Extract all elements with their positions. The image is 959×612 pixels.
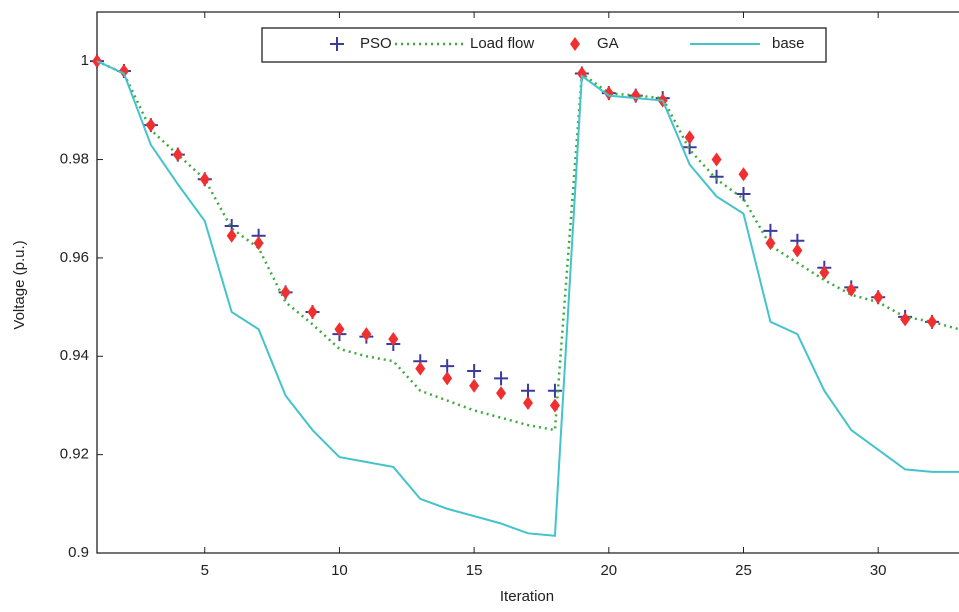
data-point bbox=[469, 378, 480, 393]
data-point bbox=[523, 395, 533, 410]
legend-label: Load flow bbox=[470, 35, 534, 52]
data-point bbox=[415, 361, 426, 376]
data-point bbox=[442, 371, 453, 386]
data-point bbox=[92, 54, 102, 69]
data-point bbox=[521, 383, 535, 398]
data-point bbox=[307, 305, 318, 320]
data-point bbox=[547, 383, 562, 398]
y-axis-label: Voltage (p.u.) bbox=[11, 240, 28, 329]
x-tick-label: 25 bbox=[735, 562, 752, 579]
data-point bbox=[172, 147, 183, 162]
data-point bbox=[711, 152, 722, 167]
data-point bbox=[819, 265, 830, 280]
y-tick-label: 0.98 bbox=[60, 151, 89, 168]
x-axis-label: Iteration bbox=[500, 588, 554, 605]
data-point bbox=[253, 236, 264, 251]
x-tick-label: 30 bbox=[870, 562, 887, 579]
data-point bbox=[846, 282, 857, 297]
x-tick-label: 10 bbox=[331, 562, 348, 579]
x-tick-label: 15 bbox=[466, 562, 483, 579]
data-line bbox=[96, 60, 959, 537]
data-point bbox=[496, 386, 507, 401]
data-point bbox=[736, 186, 751, 201]
data-point bbox=[763, 223, 778, 238]
legend-label: base bbox=[772, 35, 805, 52]
data-point bbox=[199, 172, 210, 187]
y-tick-label: 1 bbox=[81, 52, 89, 69]
axis-frame bbox=[96, 11, 959, 554]
data-point bbox=[280, 285, 291, 300]
data-point bbox=[738, 167, 749, 182]
data-point bbox=[709, 169, 724, 184]
data-point bbox=[494, 371, 509, 386]
data-point bbox=[684, 130, 695, 145]
data-point bbox=[118, 64, 129, 79]
y-tick-label: 0.96 bbox=[60, 249, 89, 266]
legend-label: GA bbox=[597, 35, 619, 52]
data-point bbox=[226, 228, 237, 243]
y-tick-label: 0.92 bbox=[60, 446, 89, 463]
legend-label: PSO bbox=[360, 35, 392, 52]
y-tick-label: 0.94 bbox=[60, 347, 89, 364]
legend-marker bbox=[570, 37, 580, 51]
data-point bbox=[927, 314, 938, 329]
x-tick-label: 5 bbox=[201, 562, 209, 579]
data-point bbox=[873, 290, 884, 305]
data-point bbox=[440, 359, 455, 374]
data-point bbox=[765, 236, 776, 251]
data-point bbox=[792, 243, 803, 258]
y-tick-label: 0.9 bbox=[68, 544, 89, 561]
data-point bbox=[334, 322, 345, 337]
data-line bbox=[96, 60, 959, 432]
data-point bbox=[467, 364, 482, 379]
data-point bbox=[145, 118, 156, 133]
data-point bbox=[900, 312, 911, 327]
data-point bbox=[361, 327, 372, 342]
data-point bbox=[549, 398, 560, 413]
x-tick-label: 20 bbox=[600, 562, 617, 579]
data-point bbox=[388, 332, 399, 347]
legend-marker bbox=[330, 37, 344, 51]
